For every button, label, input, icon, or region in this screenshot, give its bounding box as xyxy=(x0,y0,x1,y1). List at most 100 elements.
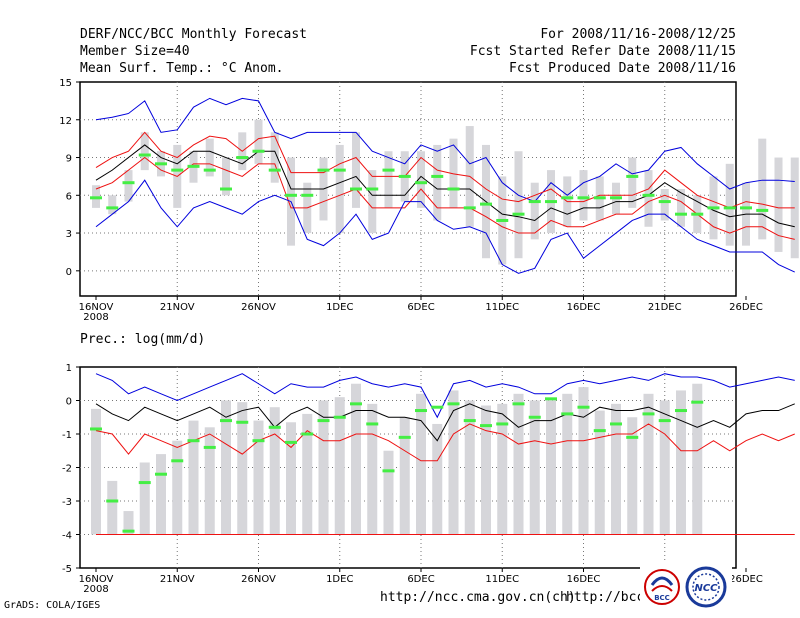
prec-box xyxy=(448,390,459,535)
temp-xtick-label: 21NOV xyxy=(160,302,195,313)
prec-box xyxy=(269,407,280,535)
temp-box xyxy=(352,132,360,208)
prec-box xyxy=(692,383,703,535)
prec-median-mark xyxy=(528,415,541,419)
prec-ytick-label: 0 xyxy=(66,397,72,408)
temp-box xyxy=(433,144,442,221)
prec-median-mark xyxy=(512,402,525,406)
temp-median-mark xyxy=(723,206,736,210)
temp-median-mark xyxy=(431,174,444,178)
prec-xtick-label: 21NOV xyxy=(160,574,195,585)
prec-box xyxy=(383,450,394,535)
temp-median-mark xyxy=(447,187,460,191)
prec-box xyxy=(91,408,101,535)
prec-median-mark xyxy=(691,400,704,404)
prec-median-mark xyxy=(431,405,444,409)
temp-median-mark xyxy=(593,196,606,200)
prec-box xyxy=(497,403,508,535)
bcc-url[interactable]: http://bcc.c xyxy=(566,590,660,605)
prec-line-mean xyxy=(95,403,795,442)
temp-box xyxy=(205,138,214,177)
temp-box xyxy=(514,151,523,259)
temp-median-mark xyxy=(642,193,655,197)
temp-median-mark xyxy=(577,196,590,200)
ncc-url[interactable]: http://ncc.cma.gov.cn(ch) xyxy=(380,590,576,605)
temp-xtick-label: 21DEC xyxy=(648,302,682,313)
temp-ytick-label: 15 xyxy=(59,78,72,89)
prec-median-mark xyxy=(382,469,395,473)
bcc-logo-text: BCC xyxy=(654,594,670,602)
prec-ytick-label: 1 xyxy=(66,363,72,374)
prec-box xyxy=(399,417,410,535)
temp-median-mark xyxy=(317,168,330,172)
prec-median-mark xyxy=(561,412,574,416)
prec-box xyxy=(611,403,621,535)
prec-box xyxy=(513,393,524,535)
prec-median-mark xyxy=(106,499,119,503)
temp-median-mark xyxy=(333,168,346,172)
temp-median-mark xyxy=(252,149,265,153)
temp-box xyxy=(725,163,734,246)
temp-box xyxy=(660,189,669,221)
prec-box xyxy=(659,400,670,535)
prec-median-mark xyxy=(155,472,167,476)
prec-xtick-label: 1DEC xyxy=(326,574,353,585)
temp-box xyxy=(530,182,539,240)
prec-median-mark xyxy=(220,419,232,423)
prec-ytick-label: -2 xyxy=(62,464,72,475)
prec-median-mark xyxy=(463,419,476,423)
prec-median-mark xyxy=(545,397,557,401)
prec-median-mark xyxy=(236,420,249,424)
prec-box xyxy=(481,405,491,535)
temp-median-mark xyxy=(740,206,752,210)
temp-line-min xyxy=(95,179,795,274)
temp-median-mark xyxy=(106,206,119,210)
prec-line-lower xyxy=(95,423,795,462)
prec-box xyxy=(676,390,686,535)
prec-box xyxy=(351,383,361,535)
temp-box xyxy=(774,157,783,252)
temp-box xyxy=(417,151,425,208)
prec-median-mark xyxy=(593,429,606,433)
temp-median-mark xyxy=(350,187,362,191)
prec-ytick-label: -4 xyxy=(62,531,72,542)
prec-median-mark xyxy=(626,435,639,439)
temp-ytick-label: 0 xyxy=(66,267,72,278)
temp-ytick-label: 6 xyxy=(66,191,72,202)
prec-median-mark xyxy=(301,432,314,436)
prec-box xyxy=(221,400,231,535)
temp-ytick-label: 9 xyxy=(66,154,72,165)
temp-median-mark xyxy=(415,181,427,185)
temp-box xyxy=(124,170,133,202)
variable-label: Mean Surf. Temp.: °C Anom. xyxy=(80,61,284,76)
start-date: Fcst Started Refer Date 2008/11/15 xyxy=(469,44,736,59)
prec-box xyxy=(529,400,540,535)
prec-box xyxy=(594,410,605,535)
temp-median-mark xyxy=(236,156,249,160)
prec-median-mark xyxy=(447,402,460,406)
prec-box xyxy=(334,397,345,535)
bcc-logo-icon: BCC NCC xyxy=(644,566,727,608)
prec-line-max xyxy=(95,373,795,419)
temp-box xyxy=(222,157,230,196)
prec-median-mark xyxy=(317,419,330,423)
prec-box xyxy=(107,480,118,535)
temp-median-mark xyxy=(691,212,704,216)
prec-box xyxy=(188,420,199,535)
prec-box xyxy=(546,400,556,535)
prec-median-mark xyxy=(350,402,362,406)
prec-median-mark xyxy=(138,481,151,485)
temp-median-mark xyxy=(203,168,216,172)
prec-median-mark xyxy=(366,422,379,426)
prec-box xyxy=(302,413,313,535)
temp-median-mark xyxy=(626,174,639,178)
temp-ytick-label: 3 xyxy=(66,229,72,240)
logo-area: BCC NCC xyxy=(640,563,732,611)
prec-median-mark xyxy=(480,424,492,428)
prec-box xyxy=(432,423,443,535)
prec-box xyxy=(286,422,296,535)
prec-median-mark xyxy=(122,529,135,533)
member-size: Member Size=40 xyxy=(80,44,190,59)
produced-date: Fcst Produced Date 2008/11/16 xyxy=(509,61,736,76)
